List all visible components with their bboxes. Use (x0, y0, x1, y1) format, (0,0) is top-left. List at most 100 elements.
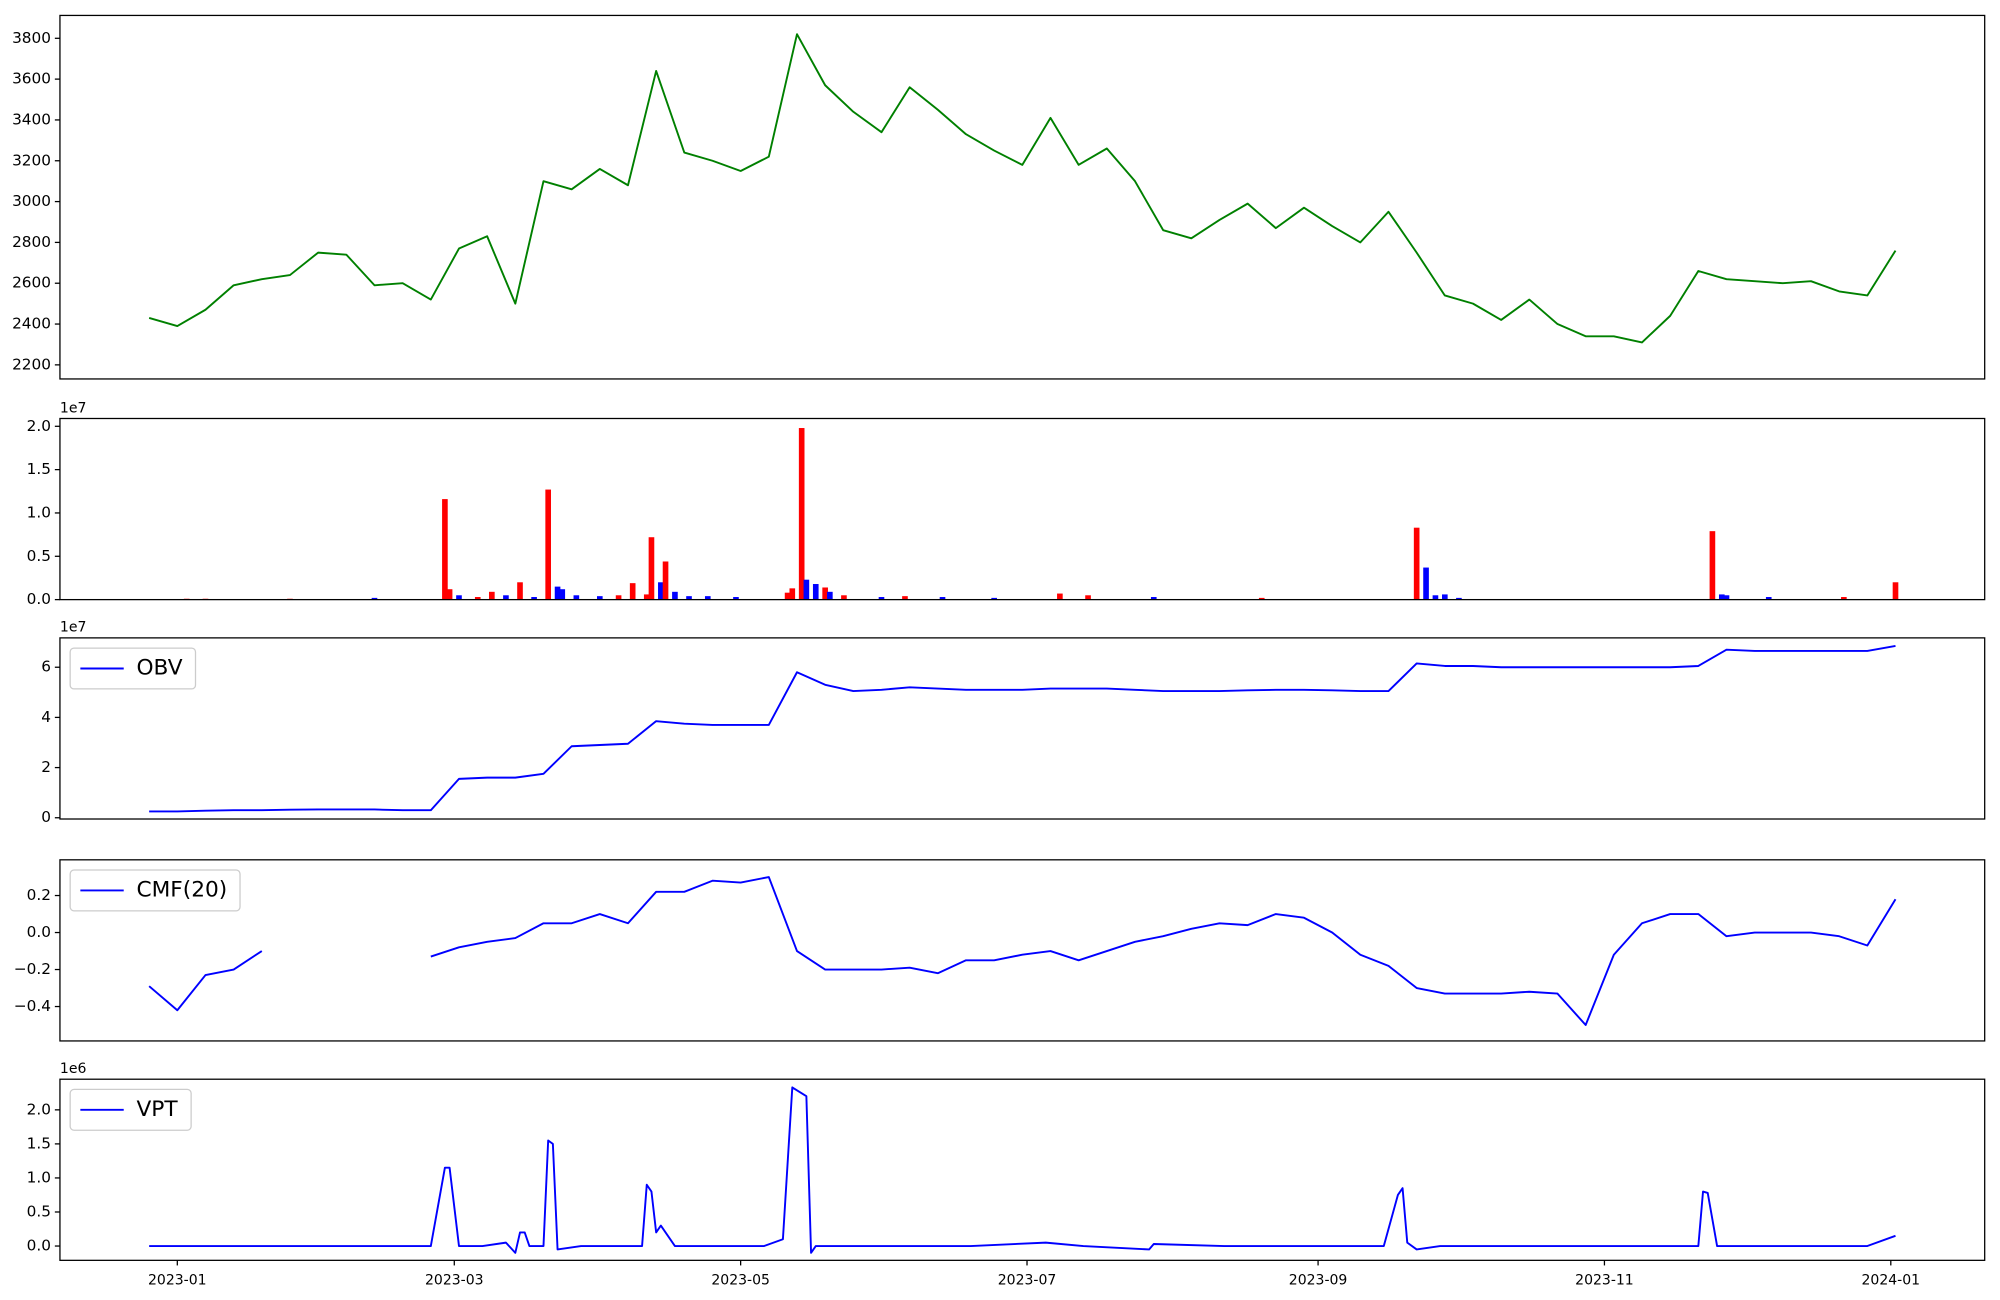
bar (474, 597, 481, 600)
bar (503, 595, 509, 600)
y-tick-label: 3800 (12, 29, 51, 47)
legend-box (69, 1088, 192, 1131)
y-tick-label: 0.2 (27, 886, 51, 904)
bar (784, 592, 791, 600)
bar (939, 597, 946, 600)
bar (841, 595, 847, 600)
bar (1258, 597, 1265, 600)
y-tick-label: 3400 (12, 110, 51, 128)
axes-frame (59, 859, 1986, 1042)
legend-label: CMF(20) (136, 877, 227, 902)
bar (1456, 597, 1462, 600)
y-tick-label: 3000 (12, 192, 51, 210)
bar (1432, 595, 1439, 600)
y-tick-label: 2 (41, 758, 51, 776)
y-tick-label: 1.5 (27, 460, 51, 478)
y-tick-label: 0 (41, 808, 51, 826)
offset-label: 1e7 (60, 400, 86, 416)
bar (643, 594, 650, 600)
y-tick-label: 1.0 (27, 503, 51, 521)
y-tick-label: −0.2 (14, 960, 51, 978)
bar (1442, 594, 1448, 600)
y-tick-label: 0.0 (27, 923, 51, 941)
y-tick-label: 2800 (12, 233, 51, 251)
bar (827, 591, 833, 600)
bar (733, 597, 739, 600)
bar (1413, 527, 1420, 600)
bar (1718, 594, 1725, 600)
axes-frame (59, 1078, 1986, 1261)
bar (658, 582, 664, 600)
y-tick-label: 0.5 (27, 1202, 51, 1220)
y-tick-label: 0.5 (27, 547, 51, 565)
y-tick-label: 0.0 (27, 1237, 51, 1255)
bar (1150, 597, 1157, 600)
axes-frame (59, 14, 1986, 380)
y-tick-label: 2.0 (27, 1100, 51, 1118)
y-tick-label: 2.0 (27, 417, 51, 435)
bar (531, 597, 537, 600)
x-tick-label: 2023-01 (148, 1273, 207, 1289)
bar (648, 537, 655, 600)
line-series (148, 33, 1897, 344)
x-tick-label: 2023-09 (1289, 1273, 1348, 1289)
bar (902, 596, 908, 600)
bar (545, 489, 551, 600)
offset-label: 1e7 (60, 620, 86, 636)
x-tick-label: 2023-07 (998, 1273, 1057, 1289)
x-tick-label: 2024-01 (1862, 1273, 1921, 1289)
bar (812, 584, 819, 600)
bar (559, 589, 566, 600)
bar (596, 596, 603, 600)
y-tick-label: 1.0 (27, 1168, 51, 1186)
legend-label: VPT (136, 1097, 178, 1122)
y-tick-label: 1.5 (27, 1134, 51, 1152)
bar (1423, 567, 1429, 600)
y-tick-label: 2600 (12, 274, 51, 292)
bar (371, 597, 378, 600)
axes-frame (59, 637, 1986, 820)
bar (1841, 597, 1847, 600)
bar (629, 583, 636, 600)
bar (662, 561, 669, 600)
bar (991, 597, 997, 600)
bar (456, 595, 462, 600)
legend-label: OBV (136, 655, 182, 680)
bar (1709, 531, 1716, 600)
y-tick-label: 2400 (12, 315, 51, 333)
bar (672, 591, 678, 600)
bar (878, 597, 885, 600)
bar (1723, 595, 1730, 600)
bar (822, 587, 828, 600)
x-tick-label: 2023-11 (1575, 1273, 1634, 1289)
bar (1892, 582, 1899, 600)
bar (1057, 593, 1063, 600)
bar (517, 582, 523, 600)
bar (489, 591, 495, 600)
y-tick-label: 2200 (12, 355, 51, 373)
y-tick-label: 3600 (12, 70, 51, 88)
bar (704, 596, 711, 600)
axes-frame (59, 417, 1986, 601)
offset-label: 1e6 (60, 1061, 87, 1077)
bar (1765, 597, 1772, 600)
y-tick-label: 3200 (12, 151, 51, 169)
bar (789, 588, 796, 600)
y-tick-label: 6 (41, 658, 51, 676)
bar (1085, 595, 1091, 600)
line-series (148, 876, 1897, 1026)
legend-box (69, 869, 241, 912)
x-tick-label: 2023-03 (425, 1273, 484, 1289)
bar (573, 595, 580, 600)
bar (615, 595, 622, 600)
bar (446, 589, 453, 600)
bar (686, 596, 692, 600)
line-series (149, 1086, 1896, 1254)
y-tick-label: 0.0 (27, 590, 51, 608)
bar (442, 499, 448, 600)
legend-box (69, 647, 197, 690)
bar (554, 586, 561, 600)
bar (798, 428, 805, 600)
